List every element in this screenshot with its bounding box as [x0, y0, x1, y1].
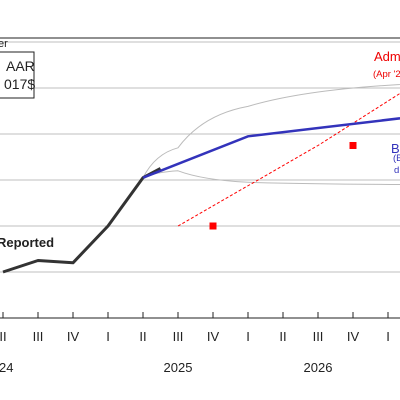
legend-line-2: 017$: [4, 76, 35, 92]
legend-box: [0, 51, 35, 99]
series-line-b: [142, 117, 400, 179]
series-line-adm: [177, 92, 400, 227]
gridlines: [0, 37, 400, 319]
series-line-reported: [2, 167, 162, 274]
x-tick-label: I: [246, 329, 250, 344]
x-tick-label: III: [33, 329, 44, 344]
x-tick-label: I: [386, 329, 390, 344]
year-label: 2026: [304, 360, 333, 375]
x-tick-label: IV: [347, 329, 360, 344]
forecast-bands: [142, 84, 400, 185]
x-tick-label: II: [279, 329, 286, 344]
b-sub-label-2: d: [394, 165, 399, 176]
year-label: 2024: [0, 360, 13, 375]
series-lines: [2, 92, 400, 274]
series-line-upper-band: [142, 84, 400, 178]
x-tick-label: IV: [67, 329, 80, 344]
x-tick-label: I: [106, 329, 110, 344]
legend-line-1: AAR: [6, 58, 35, 74]
reported-label: Reported: [0, 235, 54, 250]
x-tick-label: II: [139, 329, 146, 344]
marker-point: [209, 222, 217, 230]
series-markers: [209, 142, 357, 230]
x-axis: IIIIIIVIIIIIIIVIIIIIIIVIII202420252026: [0, 312, 390, 375]
x-tick-label: II: [0, 329, 7, 344]
b-sub-label-1: (B: [393, 153, 400, 164]
year-label: 2025: [164, 360, 193, 375]
x-tick-label: IV: [207, 329, 220, 344]
marker-point: [349, 142, 357, 149]
adm-label: Adm: [374, 49, 400, 64]
legend-top-text: er: [0, 38, 8, 50]
x-tick-label: III: [313, 329, 324, 344]
annotations: er AAR 017$ Reported Adm (Apr '2 B(Bd: [0, 38, 400, 250]
series-line-lower-band: [142, 170, 400, 185]
adm-sub-label: (Apr '2: [373, 69, 400, 80]
x-tick-label: III: [173, 329, 184, 344]
b-label: B: [391, 141, 400, 156]
